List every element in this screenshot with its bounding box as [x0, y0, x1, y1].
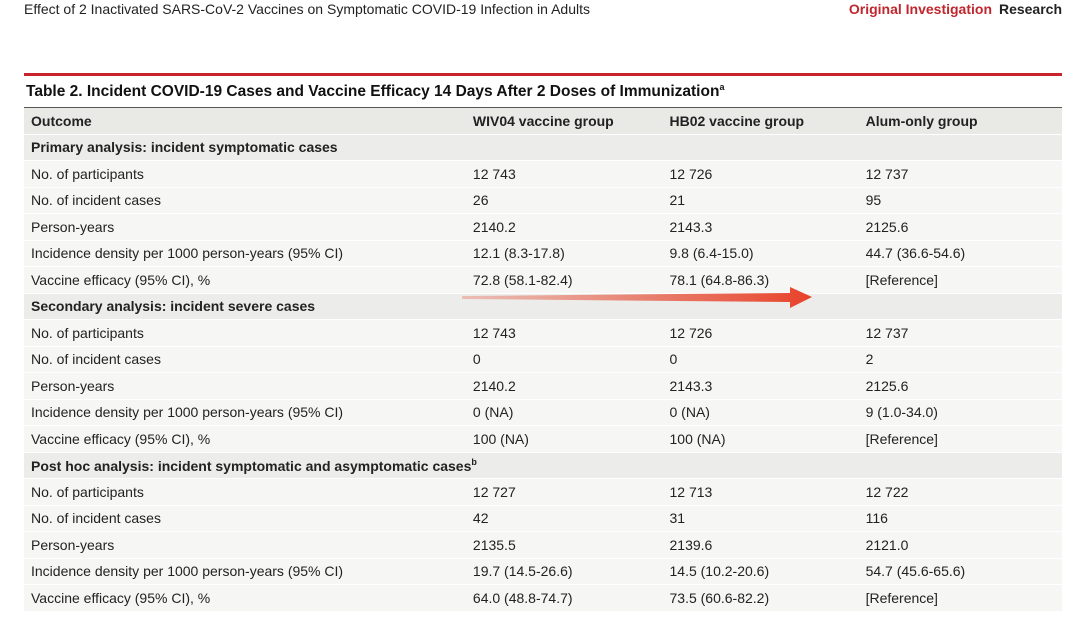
section-title-text: Secondary analysis: incident severe case… [31, 298, 316, 315]
cell: 12 737 [858, 319, 1062, 347]
running-title: Effect of 2 Inactivated SARS-CoV-2 Vacci… [24, 1, 590, 17]
row-label: Person-years [24, 531, 466, 559]
footnote-mark: a [719, 82, 725, 92]
cell: 14.5 (10.2-20.6) [662, 558, 859, 585]
cell: 2 [858, 346, 1062, 373]
row-label: No. of incident cases [24, 187, 466, 214]
section-row: Secondary analysis: incident severe case… [24, 292, 1062, 320]
data-row: Incidence density per 1000 person-years … [24, 558, 1062, 585]
data-row: No. of incident cases 26 21 95 [24, 187, 1062, 214]
cell: 12 722 [858, 478, 1062, 506]
data-row: Incidence density per 1000 person-years … [24, 399, 1062, 426]
row-label: Vaccine efficacy (95% CI), % [24, 266, 466, 294]
data-row: Vaccine efficacy (95% CI), % 64.0 (48.8-7… [24, 584, 1062, 612]
section-title: Primary analysis: incident symptomatic c… [24, 134, 1062, 161]
cell: [Reference] [858, 266, 1062, 294]
cell: 2143.3 [662, 213, 859, 241]
row-label: No. of participants [24, 319, 466, 347]
cell: 2143.3 [662, 372, 859, 400]
category-label: Research [998, 1, 1062, 17]
cell: 0 (NA) [662, 399, 859, 426]
row-label: Incidence density per 1000 person-years … [24, 240, 466, 267]
column-header: Outcome [24, 107, 466, 135]
section-title-text: Post hoc analysis: incident symptomatic … [31, 457, 472, 474]
column-header: WIV04 vaccine group [465, 107, 663, 135]
cell: 12 737 [858, 160, 1062, 188]
data-row: No. of participants 12 743 12 726 12 737 [24, 160, 1062, 188]
cell: 72.8 (58.1-82.4) [465, 266, 663, 294]
table-title: Table 2. Incident COVID-19 Cases and Vac… [26, 82, 724, 101]
footnote-mark: b [471, 456, 477, 467]
cell: 12 743 [465, 160, 663, 188]
cell: 2125.6 [858, 372, 1062, 400]
section-row: Primary analysis: incident symptomatic c… [24, 134, 1062, 161]
column-header: Alum-only group [858, 107, 1062, 135]
cell: 2140.2 [465, 372, 663, 400]
cell: 0 [662, 346, 859, 373]
data-row: Person-years 2140.2 2143.3 2125.6 [24, 372, 1062, 400]
cell: 0 (NA) [465, 399, 663, 426]
data-row: No. of incident cases 0 0 2 [24, 346, 1062, 373]
cell: 100 (NA) [465, 425, 663, 453]
cell: 12 726 [662, 160, 859, 188]
data-row: Vaccine efficacy (95% CI), % 72.8 (58.1-8… [24, 266, 1062, 294]
cell: [Reference] [858, 584, 1062, 612]
cell: 44.7 (36.6-54.6) [858, 240, 1062, 267]
section-label: Original Investigation [848, 1, 992, 17]
cell: 12 743 [465, 319, 663, 347]
row-label: Person-years [24, 213, 466, 241]
cell: 2140.2 [465, 213, 663, 241]
section-title-text: Primary analysis: incident symptomatic c… [31, 139, 338, 156]
data-row: Vaccine efficacy (95% CI), % 100 (NA) 100 … [24, 425, 1062, 453]
cell: 12 727 [465, 478, 663, 506]
cell: 100 (NA) [662, 425, 859, 453]
cell: 64.0 (48.8-74.7) [465, 584, 663, 612]
row-label: Incidence density per 1000 person-years … [24, 558, 466, 585]
cell: 31 [662, 505, 859, 532]
cell: 0 [465, 346, 663, 373]
column-header: HB02 vaccine group [662, 107, 859, 135]
cell: 12 713 [662, 478, 859, 506]
row-label: Vaccine efficacy (95% CI), % [24, 584, 466, 612]
row-label: No. of participants [24, 478, 466, 506]
row-label: Person-years [24, 372, 466, 400]
data-row: No. of incident cases 42 31 116 [24, 505, 1062, 532]
header-row: Outcome WIV04 vaccine group HB02 vaccine g… [24, 107, 1062, 135]
data-row: Incidence density per 1000 person-years … [24, 240, 1062, 267]
data-table: Outcome WIV04 vaccine group HB02 vaccine g… [24, 107, 1062, 612]
row-label: Incidence density per 1000 person-years … [24, 399, 466, 426]
row-label: No. of participants [24, 160, 466, 188]
section-row: Post hoc analysis: incident symptomatic … [24, 451, 1062, 479]
cell: [Reference] [858, 425, 1062, 453]
data-row: Person-years 2135.5 2139.6 2121.0 [24, 531, 1062, 559]
cell: 12 726 [662, 319, 859, 347]
data-row: Person-years 2140.2 2143.3 2125.6 [24, 213, 1062, 241]
data-row: No. of participants 12 727 12 713 12 722 [24, 478, 1062, 506]
cell: 2135.5 [465, 531, 663, 559]
cell: 9.8 (6.4-15.0) [662, 240, 859, 267]
cell: 19.7 (14.5-26.6) [465, 558, 663, 585]
divider [24, 73, 1062, 76]
cell: 2139.6 [662, 531, 859, 559]
cell: 12.1 (8.3-17.8) [465, 240, 663, 267]
cell: 2125.6 [858, 213, 1062, 241]
section-title: Secondary analysis: incident severe case… [24, 292, 1062, 320]
cell: 73.5 (60.6-82.2) [662, 584, 859, 612]
cell: 54.7 (45.6-65.6) [858, 558, 1062, 585]
row-label: No. of incident cases [24, 505, 466, 532]
cell: 116 [858, 505, 1062, 532]
section-title: Post hoc analysis: incident symptomatic … [24, 451, 1062, 479]
cell: 95 [858, 187, 1062, 214]
cell: 78.1 (64.8-86.3) [662, 266, 859, 294]
row-label: No. of incident cases [24, 346, 466, 373]
cell: 21 [662, 187, 859, 214]
cell: 26 [465, 187, 663, 214]
cell: 42 [465, 505, 663, 532]
table-title-text: Table 2. Incident COVID-19 Cases and Vac… [26, 83, 720, 100]
cell: 9 (1.0-34.0) [858, 399, 1062, 426]
row-label: Vaccine efficacy (95% CI), % [24, 425, 466, 453]
data-row: No. of participants 12 743 12 726 12 737 [24, 319, 1062, 347]
cell: 2121.0 [858, 531, 1062, 559]
